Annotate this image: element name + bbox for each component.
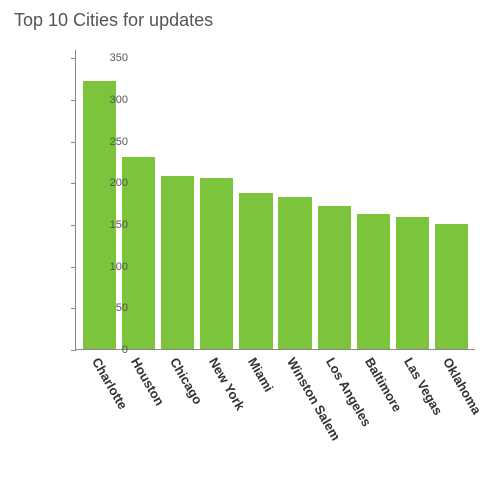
ytick-label: 0 — [122, 344, 128, 356]
ytick-mark — [71, 350, 76, 351]
bar — [83, 81, 116, 349]
xtick-label: Las Vegas — [401, 355, 446, 418]
bar-slot: Miami — [236, 50, 275, 349]
xtick-label: Oklahoma — [440, 355, 484, 417]
ytick-label: 150 — [110, 219, 128, 231]
ytick-label: 100 — [110, 261, 128, 273]
ytick-mark — [71, 183, 76, 184]
ytick-mark — [71, 308, 76, 309]
plot-area: CharlotteHoustonChicagoNew YorkMiamiWins… — [75, 50, 475, 350]
bar — [278, 197, 311, 350]
xtick-label: New York — [206, 355, 248, 413]
ytick-label: 350 — [110, 52, 128, 64]
ytick-mark — [71, 142, 76, 143]
chart-title: Top 10 Cities for updates — [14, 10, 213, 31]
bar-slot: Las Vegas — [393, 50, 432, 349]
xtick-label: Chicago — [167, 355, 206, 407]
bar-slot: New York — [197, 50, 236, 349]
ytick-label: 300 — [110, 94, 128, 106]
ytick-label: 200 — [110, 177, 128, 189]
bar — [318, 206, 351, 349]
ytick-mark — [71, 225, 76, 226]
ytick-label: 50 — [116, 302, 128, 314]
chart-container: CharlotteHoustonChicagoNew YorkMiamiWins… — [20, 50, 480, 385]
bar-slot: Winston Salem — [275, 50, 314, 349]
ytick-mark — [71, 267, 76, 268]
xtick-label: Baltimore — [362, 355, 405, 414]
bar-slot: Chicago — [158, 50, 197, 349]
bars-container: CharlotteHoustonChicagoNew YorkMiamiWins… — [76, 50, 475, 349]
bar — [239, 193, 272, 349]
bar-slot: Oklahoma — [432, 50, 471, 349]
bar — [357, 214, 390, 349]
bar — [200, 178, 233, 349]
ytick-mark — [71, 58, 76, 59]
xtick-label: Miami — [245, 355, 276, 394]
ytick-label: 250 — [110, 136, 128, 148]
xtick-label: Houston — [128, 355, 167, 408]
bar — [435, 224, 468, 349]
bar-slot: Los Angeles — [315, 50, 354, 349]
ytick-mark — [71, 100, 76, 101]
bar — [161, 176, 194, 349]
bar-slot: Baltimore — [354, 50, 393, 349]
xtick-label: Charlotte — [89, 355, 131, 412]
bar — [396, 217, 429, 349]
